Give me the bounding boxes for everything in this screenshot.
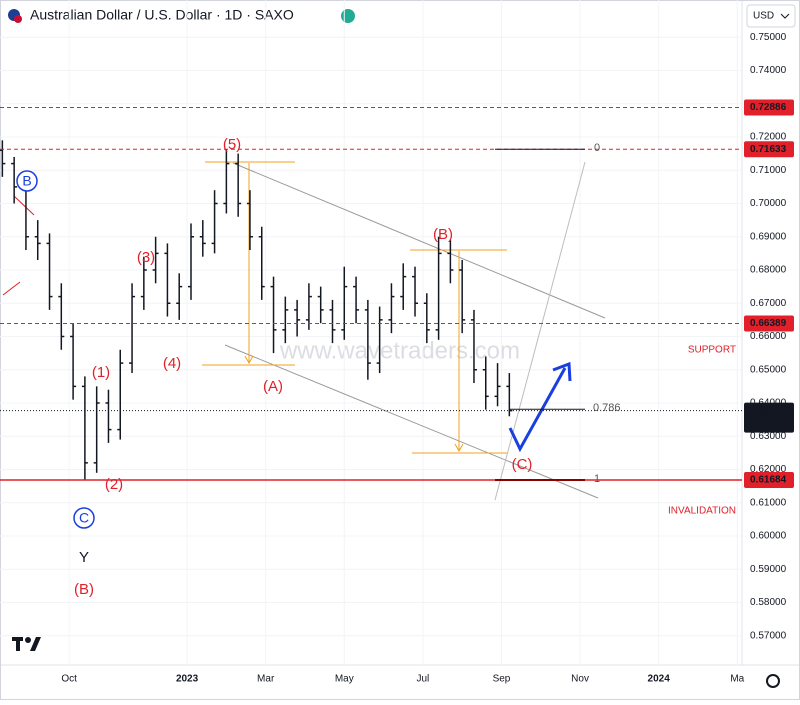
x-tick-label: Oct <box>61 674 77 685</box>
wave-label: (B) <box>74 581 94 598</box>
channel-line <box>224 344 599 499</box>
watermark: www.wavetraders.com <box>279 337 520 364</box>
price-bars <box>0 140 513 481</box>
wave-label: (C) <box>512 456 533 473</box>
x-tick-label: Nov <box>571 674 589 685</box>
y-tick-label: 0.66000 <box>750 331 787 342</box>
flag-icon <box>14 15 22 23</box>
wave-label: B <box>22 173 31 189</box>
x-tick-label: May <box>335 674 354 685</box>
y-tick-label: 0.70000 <box>750 198 787 209</box>
logo-part <box>16 637 20 651</box>
projection-arrow-head <box>552 361 572 382</box>
wave-label: (1) <box>92 364 110 381</box>
currency-label: USD <box>753 11 774 22</box>
x-tick-label: Ma <box>730 674 744 685</box>
x-tick-label: 2023 <box>176 674 199 685</box>
price-label-box <box>744 141 794 158</box>
price-label: 0.61684 <box>750 475 787 486</box>
y-tick-label: 0.67000 <box>750 298 787 309</box>
price-label-box <box>744 315 794 332</box>
wave-label: (4) <box>163 355 181 372</box>
measure-arrow <box>454 443 464 453</box>
price-label: 0.71633 <box>750 144 787 155</box>
fib-label: 0.786 <box>593 402 621 414</box>
last-price-box <box>744 402 794 433</box>
x-tick-label: Jul <box>416 674 429 685</box>
gear-icon <box>766 674 780 688</box>
y-tick-label: 0.62000 <box>750 464 787 475</box>
drawings <box>2 161 606 501</box>
currency-select[interactable]: USD <box>746 4 796 28</box>
wave-label: (3) <box>137 249 155 266</box>
logo[interactable] <box>12 637 41 651</box>
logo-part <box>30 637 41 651</box>
x-tick-label: Sep <box>493 674 511 685</box>
y-tick-label: 0.71000 <box>750 165 787 176</box>
wave-circle <box>73 507 95 529</box>
y-tick-label: 0.60000 <box>750 531 787 542</box>
y-tick-label: 0.61000 <box>750 497 787 508</box>
wave-label: (B) <box>433 226 453 243</box>
chart-title: Australian Dollar / U.S. Dollar · 1D · S… <box>30 7 294 23</box>
wave-label: Y <box>79 549 89 566</box>
grid-layer <box>0 0 742 665</box>
dropdown-arrow <box>780 13 790 19</box>
price-label-box <box>744 471 794 488</box>
currency-box[interactable] <box>746 4 796 28</box>
y-tick-label: 0.69000 <box>750 231 787 242</box>
trend-line <box>2 281 21 296</box>
level-text: SUPPORT <box>688 345 736 356</box>
fib-label: 0 <box>594 142 600 154</box>
wave-circle <box>16 170 38 192</box>
fib-label: 1 <box>594 473 600 485</box>
projection-arrow <box>508 367 567 453</box>
wave-label: (5) <box>223 136 241 153</box>
y-tick-label: 0.74000 <box>750 65 787 76</box>
price-label-box <box>744 99 794 116</box>
level-text: INVALIDATION <box>668 506 736 517</box>
y-tick-label: 0.58000 <box>750 597 787 608</box>
measure-arrow <box>244 355 254 365</box>
price-label: 0.72886 <box>750 102 787 113</box>
fib-trend-line <box>494 161 586 501</box>
y-tick-label: 0.59000 <box>750 564 787 575</box>
trend-line <box>13 195 35 216</box>
x-tick-label: Mar <box>257 674 275 685</box>
wave-label: C <box>79 510 89 526</box>
y-tick-label: 0.65000 <box>750 364 787 375</box>
logo-part <box>25 637 31 643</box>
y-tick-label: 0.63000 <box>750 431 787 442</box>
overlay: SUPPORT INVALIDATION 0 0.786 1 B C Y (B) (1) (2) (3… <box>0 107 742 598</box>
market-status <box>341 9 355 23</box>
channel-line <box>232 162 606 319</box>
y-tick-label: 0.57000 <box>750 630 787 641</box>
price-label: 0.66389 <box>750 318 787 329</box>
last-price-label: 0.63770 <box>750 405 787 416</box>
y-tick-label: 0.75000 <box>750 32 787 43</box>
countdown-label: 12:07:13 <box>752 419 791 430</box>
y-tick-label: 0.72000 <box>750 132 787 143</box>
x-tick-label: 2024 <box>648 674 671 685</box>
wave-label: (2) <box>105 476 123 493</box>
y-tick-label: 0.68000 <box>750 265 787 276</box>
wave-label: (A) <box>263 378 283 395</box>
settings-button[interactable] <box>766 674 780 688</box>
